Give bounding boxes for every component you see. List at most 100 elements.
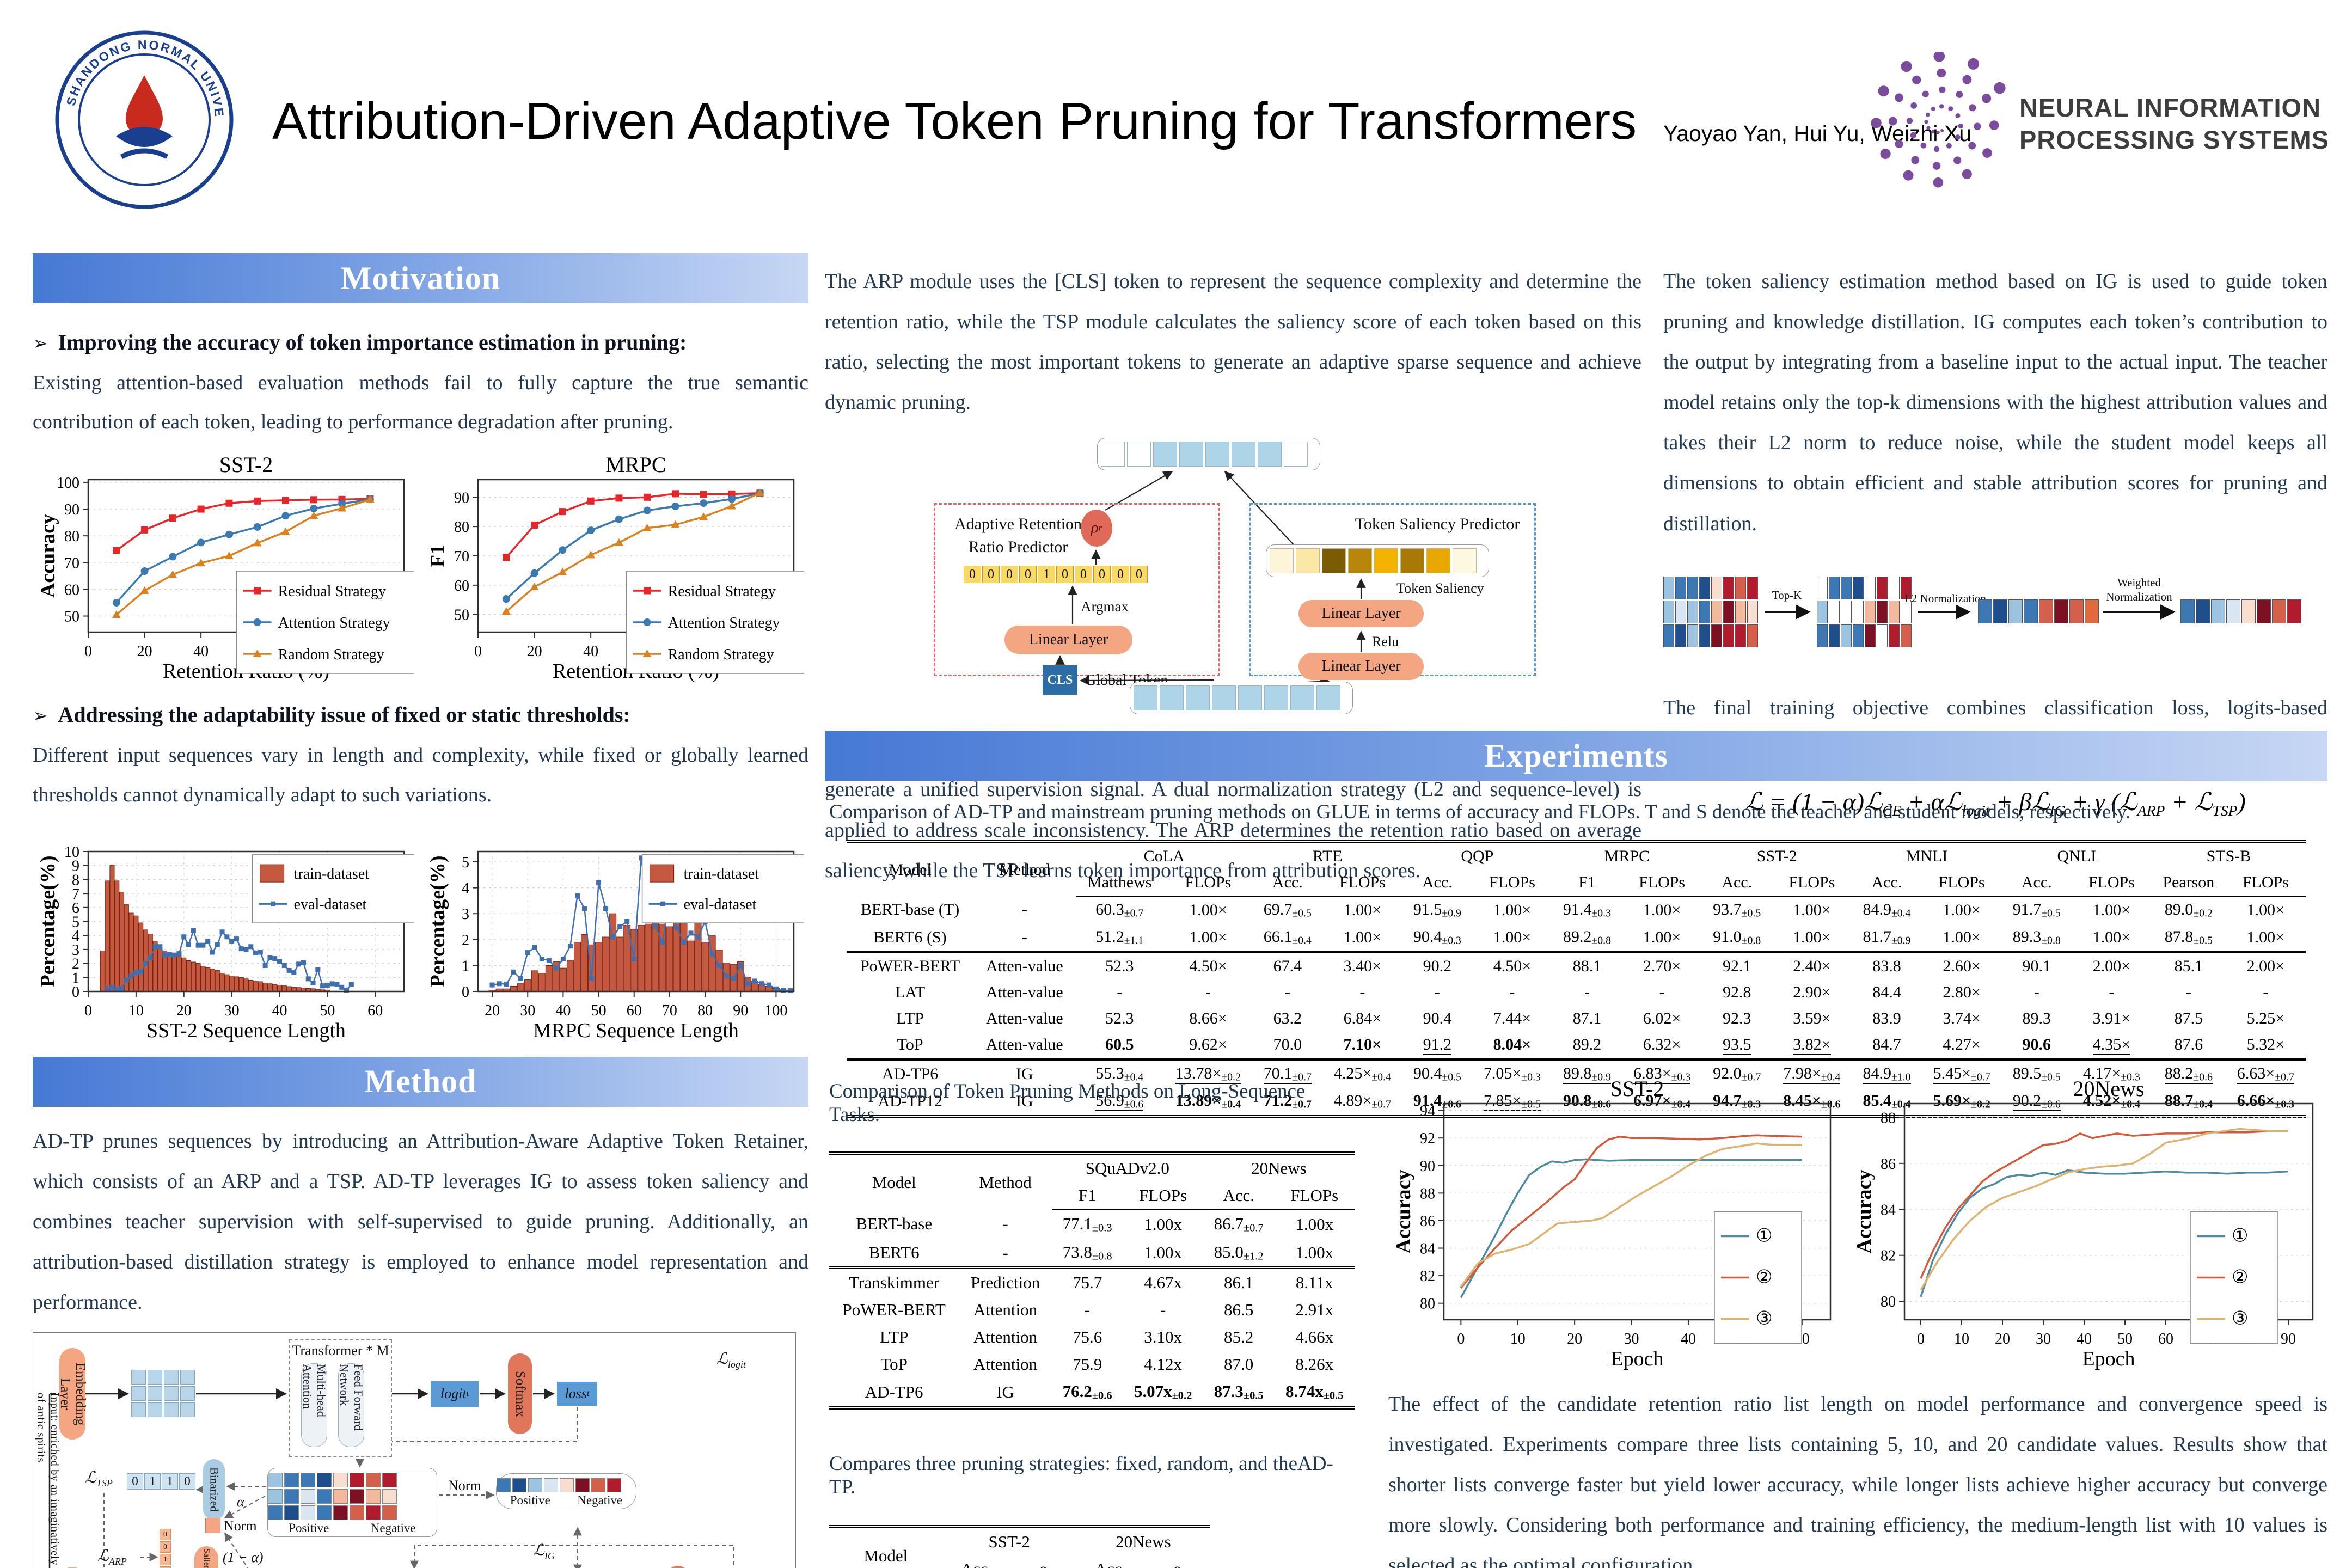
token-grid-teacher — [131, 1370, 195, 1418]
svg-text:Epoch: Epoch — [2082, 1347, 2135, 1370]
tsp-title: Token Saliency Predictor — [1355, 515, 1520, 534]
softmax-teacher: Softmax — [508, 1353, 532, 1435]
page-title: Attribution-Driven Adaptive Token Prunin… — [272, 92, 1637, 150]
retention-charts: 0204060801005060708090100SST-2Retention … — [33, 451, 808, 684]
svg-text:88: 88 — [1881, 1110, 1896, 1126]
ig-text: The token saliency estimation method bas… — [1663, 270, 2328, 535]
ig-matrix-topk — [1817, 576, 1912, 647]
middle-column: The ARP module uses the [CLS] token to r… — [825, 261, 1641, 891]
svg-text:1: 1 — [462, 958, 469, 975]
svg-text:③: ③ — [1756, 1309, 1772, 1329]
norm-label-3: Norm — [224, 1518, 257, 1534]
svg-text:70: 70 — [64, 555, 79, 572]
svg-text:0: 0 — [84, 643, 92, 660]
chart-mrpc-hist: 20 30 40 50 60 70 80 90 100 0 1 2 3 4 5 MRPC Sequence L… — [428, 850, 804, 1042]
svg-text:20: 20 — [137, 643, 152, 660]
svg-text:90: 90 — [454, 490, 469, 507]
svg-text:Percentage(%): Percentage(%) — [38, 855, 59, 987]
svg-text:0: 0 — [462, 984, 469, 1001]
svg-text:40: 40 — [193, 643, 209, 660]
svg-text:92: 92 — [1420, 1130, 1435, 1147]
svg-text:100: 100 — [57, 475, 79, 492]
l-tsp-label: ℒTSP — [85, 1469, 113, 1489]
svg-text:SST-2: SST-2 — [219, 452, 273, 477]
teacher-attribution-heatmap: Positive Negative — [267, 1468, 437, 1538]
svg-text:①: ① — [1756, 1226, 1772, 1246]
svg-text:90: 90 — [1420, 1158, 1435, 1175]
l-logit-label: ℒlogit — [716, 1350, 746, 1370]
glue-caption: Comparison of AD-TP and mainstream pruni… — [829, 801, 2131, 823]
svg-text:20: 20 — [526, 643, 542, 660]
svg-text:60: 60 — [64, 582, 79, 599]
topk-label: Top-K — [1772, 588, 1802, 602]
chart-sst2-retention: 0204060801005060708090100SST-2Retention … — [38, 452, 414, 683]
university-logo-icon: SHANDONG NORMAL UNIVERSITY — [46, 16, 237, 215]
svg-text:Attention Strategy: Attention Strategy — [278, 615, 390, 632]
svg-text:0: 0 — [72, 984, 79, 1001]
svg-text:88: 88 — [1420, 1185, 1435, 1202]
svg-text:Residual Strategy: Residual Strategy — [667, 583, 775, 600]
l-arp-label: ℒARP — [97, 1547, 127, 1567]
svg-text:1: 1 — [72, 970, 79, 987]
svg-text:Random Strategy: Random Strategy — [667, 646, 774, 663]
svg-text:60: 60 — [2158, 1331, 2173, 1347]
svg-text:40: 40 — [2077, 1331, 2092, 1347]
svg-text:30: 30 — [1624, 1331, 1639, 1347]
svg-text:30: 30 — [520, 1002, 535, 1019]
chart-20news-epoch: 0102030405060708090808284868820NewsEpoch… — [1854, 1076, 2313, 1370]
strategies-table: ModelSST-220NewsAcc.ρAcc.ρStatic91.20.30… — [829, 1525, 1210, 1568]
token-saliency-label: Token Saliency — [1396, 580, 1484, 597]
svg-text:50: 50 — [2117, 1331, 2133, 1347]
norm-label-1: Norm — [448, 1478, 481, 1494]
cls-token-box: CLS — [1043, 665, 1077, 695]
arp-linear-layer: Linear Layer — [1004, 626, 1132, 654]
header: SHANDONG NORMAL UNIVERSITY Attribution-D… — [0, 0, 2352, 245]
embedding-layer-student: Embedding Layer — [59, 1567, 85, 1568]
right-column: The token saliency estimation method bas… — [1663, 261, 2328, 819]
ig-matrix-full — [1663, 576, 1758, 647]
svg-text:60: 60 — [367, 1002, 383, 1019]
svg-text:20: 20 — [485, 1002, 500, 1019]
bullet-arrow-icon: ➢ — [33, 705, 48, 727]
loss-t-box: loss t — [557, 1382, 597, 1406]
svg-text:①: ① — [2232, 1226, 2248, 1246]
svg-text:0: 0 — [1457, 1331, 1465, 1347]
svg-text:5: 5 — [462, 854, 469, 871]
epoch-block: 0 10 20 30 40 50 60 80 82 84 86 88 90 92 94 SST-2 Epoch A… — [1388, 1075, 2328, 1568]
embedding-layer-teacher: Embedding Layer — [58, 1348, 88, 1440]
mha-pill: Multi-head Attention — [301, 1363, 328, 1448]
svg-text:0: 0 — [1917, 1331, 1925, 1347]
svg-text:82: 82 — [1420, 1268, 1435, 1285]
fused-norm-cell — [205, 1518, 220, 1534]
svg-text:90: 90 — [64, 501, 79, 518]
weighted-norm-label: Weighted Normalization — [2106, 575, 2172, 603]
svg-text:50: 50 — [591, 1002, 606, 1019]
svg-text:30: 30 — [2036, 1331, 2051, 1347]
svg-text:SST-2: SST-2 — [1610, 1076, 1664, 1101]
bullet1-body: Existing attention-based evaluation meth… — [33, 371, 808, 434]
svg-text:50: 50 — [320, 1002, 335, 1019]
svg-text:30: 30 — [224, 1002, 239, 1019]
svg-text:80: 80 — [697, 1002, 713, 1019]
section-experiments: Experiments — [825, 731, 2328, 781]
length-hist-charts: 0 10 20 30 40 50 60 0 1 2 3 4 5 6 7 8 9 10 SST-2 Sequence … — [33, 823, 808, 1044]
motivation-bullet-1: ➢ Improving the accuracy of token importa… — [33, 326, 808, 442]
svg-text:70: 70 — [454, 548, 469, 565]
svg-text:94: 94 — [1420, 1103, 1435, 1120]
svg-text:90: 90 — [733, 1002, 748, 1019]
svg-text:2: 2 — [72, 955, 79, 972]
motivation-bullet-2: ➢ Addressing the adaptability issue of fi… — [33, 699, 808, 814]
svg-text:③: ③ — [2232, 1309, 2248, 1329]
ig-strip-weighted — [2180, 599, 2301, 623]
svg-text:Accuracy: Accuracy — [1394, 1169, 1415, 1253]
argmax-label: Argmax — [1081, 598, 1129, 615]
svg-text:Residual Strategy: Residual Strategy — [278, 583, 385, 600]
softmax-student: Softmax — [666, 1566, 690, 1568]
svg-text:50: 50 — [454, 607, 469, 624]
svg-text:10: 10 — [64, 844, 79, 861]
svg-text:F1: F1 — [428, 544, 449, 567]
alpha-label: α — [237, 1494, 244, 1510]
svg-text:②: ② — [2232, 1267, 2248, 1288]
